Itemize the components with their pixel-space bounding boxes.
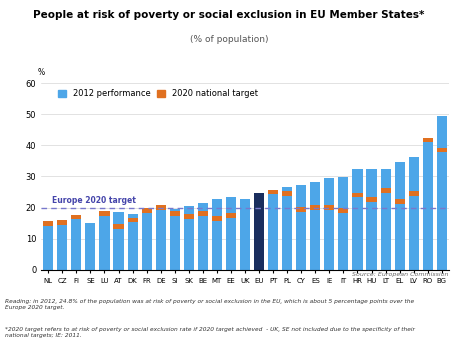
Bar <box>43 223 53 270</box>
Bar <box>352 169 363 270</box>
Bar <box>170 209 180 270</box>
Text: Reading: in 2012, 24.8% of the population was at risk of poverty or social exclu: Reading: in 2012, 24.8% of the populatio… <box>5 299 414 310</box>
Bar <box>198 211 208 216</box>
Bar <box>296 185 306 270</box>
Bar <box>156 209 166 270</box>
Bar <box>268 191 278 270</box>
Bar <box>282 191 292 196</box>
Bar <box>324 178 334 270</box>
Bar <box>198 203 208 270</box>
Bar <box>184 206 194 270</box>
Bar <box>57 222 67 270</box>
Bar <box>99 212 109 270</box>
Bar <box>142 208 152 213</box>
Bar <box>57 220 67 225</box>
Bar <box>114 224 124 229</box>
Bar <box>296 208 306 212</box>
Bar <box>437 148 447 152</box>
Bar <box>156 205 166 210</box>
Bar <box>423 138 433 142</box>
Bar <box>282 187 292 270</box>
Bar <box>423 140 433 270</box>
Bar <box>43 221 53 226</box>
Bar <box>170 211 180 216</box>
Bar <box>142 210 152 270</box>
Bar <box>437 116 447 270</box>
Bar <box>114 212 124 270</box>
Bar <box>352 193 363 198</box>
Bar <box>338 208 349 213</box>
Text: %: % <box>38 68 45 77</box>
Bar <box>395 199 405 204</box>
Bar <box>381 188 391 193</box>
Bar <box>226 197 236 270</box>
Text: People at risk of poverty or social exclusion in EU Member States*: People at risk of poverty or social excl… <box>33 10 425 20</box>
Bar <box>409 157 419 270</box>
Bar <box>212 199 222 270</box>
Bar <box>324 205 334 210</box>
Bar <box>268 190 278 194</box>
Text: *2020 target refers to at risk of poverty or social exclusion rate if 2020 targe: *2020 target refers to at risk of povert… <box>5 327 414 338</box>
Bar <box>184 214 194 219</box>
Bar <box>409 191 419 196</box>
Text: Source: European Commission: Source: European Commission <box>352 272 449 276</box>
Text: Europe 2020 target: Europe 2020 target <box>53 196 136 205</box>
Bar <box>127 214 138 270</box>
Bar <box>71 216 82 270</box>
Bar <box>254 193 264 270</box>
Bar <box>366 169 376 270</box>
Bar <box>366 198 376 202</box>
Bar <box>338 177 349 270</box>
Bar <box>310 182 320 270</box>
Bar <box>381 169 391 270</box>
Bar <box>127 218 138 222</box>
Legend: 2012 performance, 2020 national target: 2012 performance, 2020 national target <box>58 89 258 98</box>
Text: (% of population): (% of population) <box>190 35 268 44</box>
Bar <box>395 162 405 270</box>
Bar <box>99 211 109 216</box>
Bar <box>310 205 320 210</box>
Bar <box>85 223 95 270</box>
Bar <box>71 215 82 219</box>
Bar <box>212 216 222 221</box>
Bar <box>240 199 250 270</box>
Bar <box>226 213 236 218</box>
